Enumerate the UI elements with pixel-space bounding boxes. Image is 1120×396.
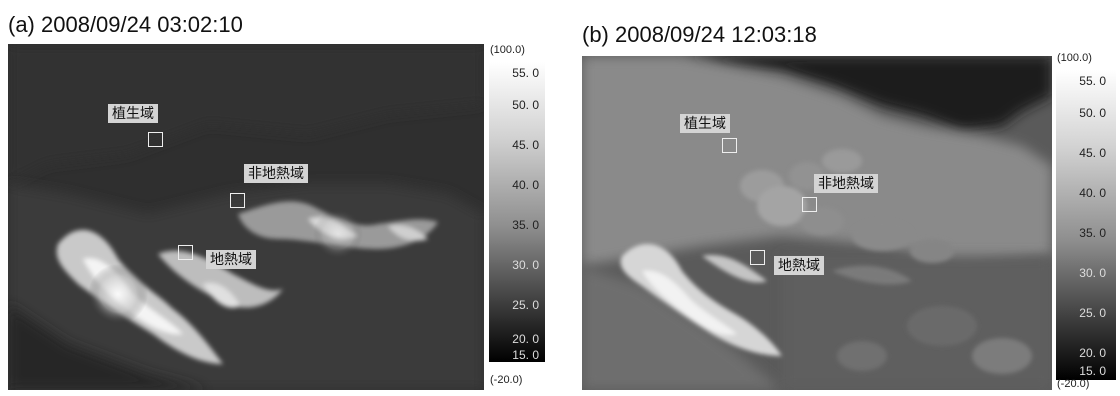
colorbar-tick: 50. 0	[1079, 106, 1106, 120]
scale-min-value: (-20.0)	[490, 374, 523, 386]
panel-caption: (a) 2008/09/24 03:02:10	[8, 12, 243, 37]
thermal-image	[582, 56, 1052, 390]
colorbar-tick: 20. 0	[512, 332, 539, 346]
colorbar-tick: 45. 0	[512, 138, 539, 152]
colorbar-tick: 55. 0	[1079, 74, 1106, 88]
thermal-panel-b: (b) 2008/09/24 12:03:18	[560, 0, 1120, 396]
scale-min-value: (-20.0)	[1057, 378, 1090, 390]
colorbar-tick: 20. 0	[1079, 346, 1106, 360]
roi-non-geothermal-box	[230, 193, 245, 208]
colorbar-tick: 35. 0	[1079, 226, 1106, 240]
colorbar-tick: 30. 0	[512, 258, 539, 272]
roi-vegetation-box	[148, 132, 163, 147]
colorbar-tick: 40. 0	[1079, 186, 1106, 200]
label-non-geothermal-area: 非地熱域	[244, 164, 308, 183]
roi-geothermal-box	[178, 245, 193, 260]
roi-non-geothermal-box	[802, 197, 817, 212]
colorbar-tick: 15. 0	[512, 348, 539, 362]
label-geothermal-area: 地熱域	[774, 256, 824, 275]
thermal-image	[8, 44, 484, 390]
label-non-geothermal-area: 非地熱域	[814, 174, 878, 193]
scale-max-value: (100.0)	[1057, 52, 1092, 64]
label-geothermal-area: 地熱域	[206, 250, 256, 269]
label-vegetation-area: 植生域	[680, 114, 730, 133]
scale-max-value: (100.0)	[490, 44, 525, 56]
label-vegetation-area: 植生域	[108, 104, 158, 123]
colorbar-tick: 55. 0	[512, 66, 539, 80]
temperature-colorbar: 55. 0 50. 0 45. 0 40. 0 35. 0 30. 0 25. …	[489, 62, 545, 362]
panel-caption: (b) 2008/09/24 12:03:18	[582, 22, 817, 47]
roi-geothermal-box	[750, 250, 765, 265]
colorbar-tick: 50. 0	[512, 98, 539, 112]
thermal-panel-a: (a) 2008/09/24 03:02:10	[8, 12, 545, 390]
colorbar-tick: 30. 0	[1079, 266, 1106, 280]
temperature-colorbar: 55. 0 50. 0 45. 0 40. 0 35. 0 30. 0 25. …	[1056, 70, 1116, 380]
colorbar-tick: 25. 0	[1079, 306, 1106, 320]
colorbar-tick: 25. 0	[512, 298, 539, 312]
colorbar-tick: 40. 0	[512, 178, 539, 192]
roi-vegetation-box	[722, 138, 737, 153]
colorbar-tick: 45. 0	[1079, 146, 1106, 160]
colorbar-tick: 15. 0	[1079, 364, 1106, 378]
colorbar-tick: 35. 0	[512, 218, 539, 232]
